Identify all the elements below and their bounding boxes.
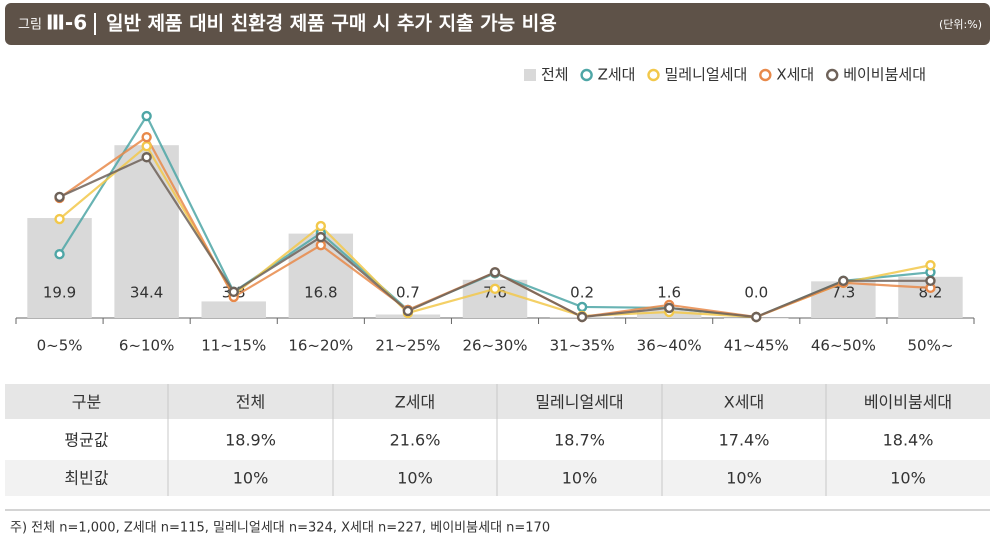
line-marker — [141, 152, 152, 163]
line-marker — [228, 286, 239, 298]
line-marker — [141, 140, 152, 152]
x-tick-label: 6~10% — [119, 337, 174, 355]
legend-label: 밀레니얼세대 — [665, 66, 748, 84]
x-tick-label: 46~50% — [811, 337, 876, 355]
x-tick-label: 26~30% — [463, 337, 528, 355]
line-marker — [315, 220, 327, 232]
legend-label: 베이비붐세대 — [843, 66, 926, 84]
header-bar — [5, 3, 990, 45]
legend-swatch — [826, 68, 839, 82]
legend-swatch — [580, 68, 593, 82]
line-marker — [402, 305, 414, 317]
legend-swatch — [647, 68, 660, 82]
line-marker — [54, 191, 65, 203]
figure-number: Ⅲ-6 — [46, 11, 87, 35]
chart: 0~5% 6~10% 11~15% 16~20% 21~25% 26~30% 31~35% 3… — [15, 66, 975, 355]
table-cell: 10% — [397, 469, 433, 488]
line-marker — [489, 267, 501, 278]
table-header-cell: Z세대 — [395, 393, 435, 412]
line-marker — [663, 302, 675, 314]
line-marker — [54, 248, 65, 260]
legend-label: Z세대 — [598, 66, 636, 84]
legend-label: 전체 — [541, 66, 569, 84]
figure-prefix: 그림 — [18, 18, 42, 33]
bar-value-label: 0.7 — [396, 284, 420, 302]
line-marker — [141, 110, 152, 122]
bar-value-label: 34.4 — [130, 284, 163, 302]
legend-swatch — [524, 69, 536, 81]
table-header-cell: 베이비붐세대 — [864, 393, 952, 412]
header-divider — [94, 13, 96, 35]
table-header-cell: 전체 — [236, 393, 265, 412]
table-header-cell: 밀레니얼세대 — [535, 393, 623, 412]
x-tick-label: 21~25% — [375, 337, 440, 355]
bar-value-label: 16.8 — [304, 284, 337, 302]
bar-value-label: 1.6 — [657, 284, 681, 302]
table-cell: 18.7% — [554, 431, 605, 450]
x-tick-label: 31~35% — [550, 337, 615, 355]
table-cell: 최빈값 — [64, 469, 108, 488]
line-marker — [751, 311, 762, 323]
x-tick-label: 16~20% — [288, 337, 353, 355]
bar-value-label: 0.0 — [744, 284, 768, 302]
line-marker — [54, 213, 65, 225]
line-marker — [576, 311, 588, 323]
header-title: 일반 제품 대비 친환경 제품 구매 시 추가 지출 가능 비용 — [106, 13, 557, 35]
x-tick-label: 36~40% — [637, 337, 702, 355]
table-cell: 21.6% — [390, 431, 441, 450]
line-marker — [315, 231, 327, 243]
table-cell: 18.4% — [883, 431, 934, 450]
x-tick-label: 0~5% — [37, 337, 83, 355]
bar-value-label: 0.2 — [570, 284, 594, 302]
table-header-cell: X세대 — [724, 393, 764, 412]
bar — [201, 301, 266, 318]
line-marker — [576, 301, 588, 313]
table-header-cell: 구분 — [72, 393, 101, 412]
legend-label: X세대 — [776, 66, 814, 84]
x-tick-label: 11~15% — [201, 337, 266, 355]
bar — [114, 145, 179, 318]
table-cell: 10% — [890, 469, 926, 488]
table-cell: 평균값 — [64, 431, 108, 450]
line-marker — [489, 283, 501, 295]
line-marker — [925, 275, 936, 287]
table-cell: 17.4% — [719, 431, 770, 450]
line-marker — [838, 275, 849, 287]
bar-value-label: 7.3 — [831, 284, 855, 302]
legend-swatch — [759, 68, 772, 82]
unit-label: (단위:%) — [939, 18, 982, 31]
table-cell: 18.9% — [225, 431, 276, 450]
table-cell: 10% — [562, 469, 598, 488]
note: 주) 전체 n=1,000, Z세대 n=115, 밀레니얼세대 n=324, … — [10, 521, 550, 536]
table-cell: 10% — [233, 469, 269, 488]
x-tick-label: 41~45% — [724, 337, 789, 355]
x-tick-label: 50%~ — [907, 337, 953, 355]
line-marker — [141, 131, 152, 143]
line-marker — [925, 260, 936, 271]
bar-value-label: 19.9 — [43, 284, 76, 302]
line-marker — [315, 239, 327, 251]
bar — [27, 218, 92, 318]
table-cell: 10% — [726, 469, 762, 488]
